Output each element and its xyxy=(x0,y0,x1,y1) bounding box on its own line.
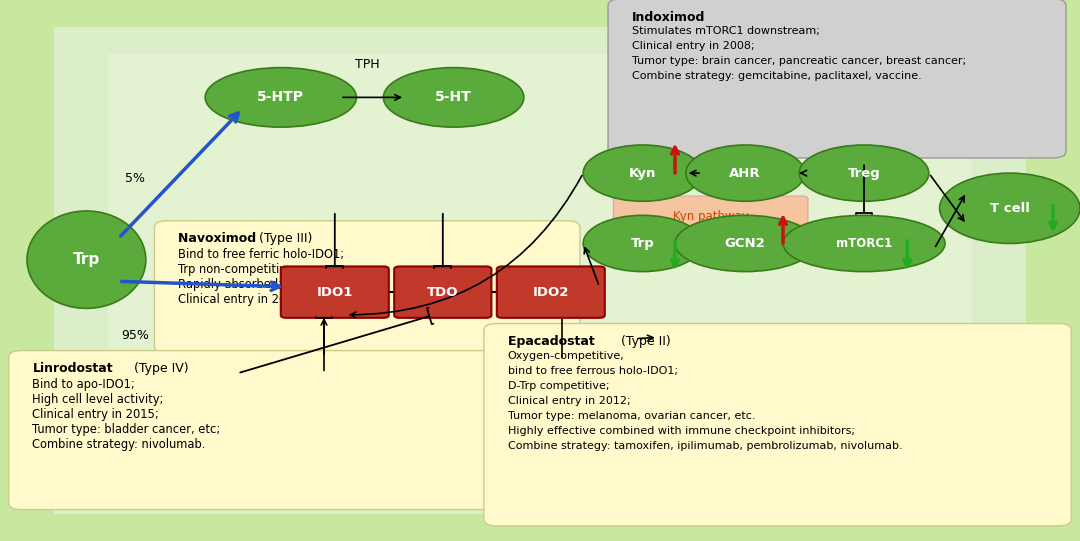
Text: Trp: Trp xyxy=(631,237,654,250)
Text: Bind to apo-IDO1;: Bind to apo-IDO1; xyxy=(32,378,135,391)
Ellipse shape xyxy=(799,145,929,201)
Text: Trp non-competitive;: Trp non-competitive; xyxy=(178,263,297,276)
Text: T cell: T cell xyxy=(990,202,1029,215)
Text: D-Trp competitive;: D-Trp competitive; xyxy=(508,381,609,391)
Text: Combine strategy: tamoxifen, ipilimumab, pembrolizumab, nivolumab.: Combine strategy: tamoxifen, ipilimumab,… xyxy=(508,441,902,451)
Text: 5%: 5% xyxy=(125,172,145,185)
FancyBboxPatch shape xyxy=(281,266,389,318)
FancyBboxPatch shape xyxy=(497,266,605,318)
Text: Indoximod: Indoximod xyxy=(632,11,705,24)
Text: (Type II): (Type II) xyxy=(621,335,671,348)
FancyBboxPatch shape xyxy=(613,196,808,237)
Text: Clinical entry in 2015.: Clinical entry in 2015. xyxy=(178,293,305,306)
Text: Clinical entry in 2015;: Clinical entry in 2015; xyxy=(32,408,159,421)
Text: Bind to free ferric holo-IDO1;: Bind to free ferric holo-IDO1; xyxy=(178,248,345,261)
Ellipse shape xyxy=(383,68,524,127)
Ellipse shape xyxy=(27,211,146,308)
Text: 5-HTP: 5-HTP xyxy=(257,90,305,104)
Ellipse shape xyxy=(583,145,702,201)
Ellipse shape xyxy=(940,173,1080,243)
Text: TDO: TDO xyxy=(427,286,459,299)
Text: TPH: TPH xyxy=(355,58,379,71)
FancyBboxPatch shape xyxy=(9,351,521,510)
Text: Epacadostat: Epacadostat xyxy=(508,335,598,348)
FancyBboxPatch shape xyxy=(394,266,491,318)
Text: High cell level activity;: High cell level activity; xyxy=(32,393,164,406)
Text: Clinical entry in 2008;: Clinical entry in 2008; xyxy=(632,41,755,51)
Text: AHR: AHR xyxy=(729,167,761,180)
Text: Oxygen-competitive,: Oxygen-competitive, xyxy=(508,351,624,360)
Text: Clinical entry in 2012;: Clinical entry in 2012; xyxy=(508,396,631,406)
FancyBboxPatch shape xyxy=(154,221,580,353)
Text: Trp: Trp xyxy=(72,252,100,267)
FancyBboxPatch shape xyxy=(484,324,1071,526)
Text: Tumor type: melanoma, ovarian cancer, etc.: Tumor type: melanoma, ovarian cancer, et… xyxy=(508,411,755,421)
Text: Combine strategy: nivolumab.: Combine strategy: nivolumab. xyxy=(32,438,206,451)
Bar xyxy=(108,54,972,487)
Text: Highly effective combined with immune checkpoint inhibitors;: Highly effective combined with immune ch… xyxy=(508,426,854,436)
Text: Stimulates mTORC1 downstream;: Stimulates mTORC1 downstream; xyxy=(632,26,820,36)
Text: (Type III): (Type III) xyxy=(259,232,312,245)
Text: Kyn pathway: Kyn pathway xyxy=(673,210,748,223)
Text: 95%: 95% xyxy=(121,329,149,342)
Text: GCN2: GCN2 xyxy=(725,237,766,250)
Text: 5-HT: 5-HT xyxy=(435,90,472,104)
Text: IDO2: IDO2 xyxy=(532,286,569,299)
Text: Linrodostat: Linrodostat xyxy=(32,362,113,375)
Text: Navoximod: Navoximod xyxy=(178,232,260,245)
Text: IDO1: IDO1 xyxy=(316,286,353,299)
Text: Tumor type: bladder cancer, etc;: Tumor type: bladder cancer, etc; xyxy=(32,423,220,436)
Text: Tumor type: brain cancer, pancreatic cancer, breast cancer;: Tumor type: brain cancer, pancreatic can… xyxy=(632,56,966,66)
Ellipse shape xyxy=(686,145,805,201)
Text: (Type IV): (Type IV) xyxy=(130,362,188,375)
Ellipse shape xyxy=(583,215,702,272)
Ellipse shape xyxy=(783,215,945,272)
Text: mTORC1: mTORC1 xyxy=(836,237,892,250)
Text: bind to free ferrous holo-IDO1;: bind to free ferrous holo-IDO1; xyxy=(508,366,677,375)
Text: Treg: Treg xyxy=(848,167,880,180)
Text: Combine strategy: gemcitabine, paclitaxel, vaccine.: Combine strategy: gemcitabine, paclitaxe… xyxy=(632,71,921,81)
Text: Rapidly absorbed;: Rapidly absorbed; xyxy=(178,278,282,291)
Ellipse shape xyxy=(675,215,815,272)
FancyBboxPatch shape xyxy=(608,0,1066,158)
Ellipse shape xyxy=(205,68,356,127)
Text: Kyn: Kyn xyxy=(629,167,657,180)
